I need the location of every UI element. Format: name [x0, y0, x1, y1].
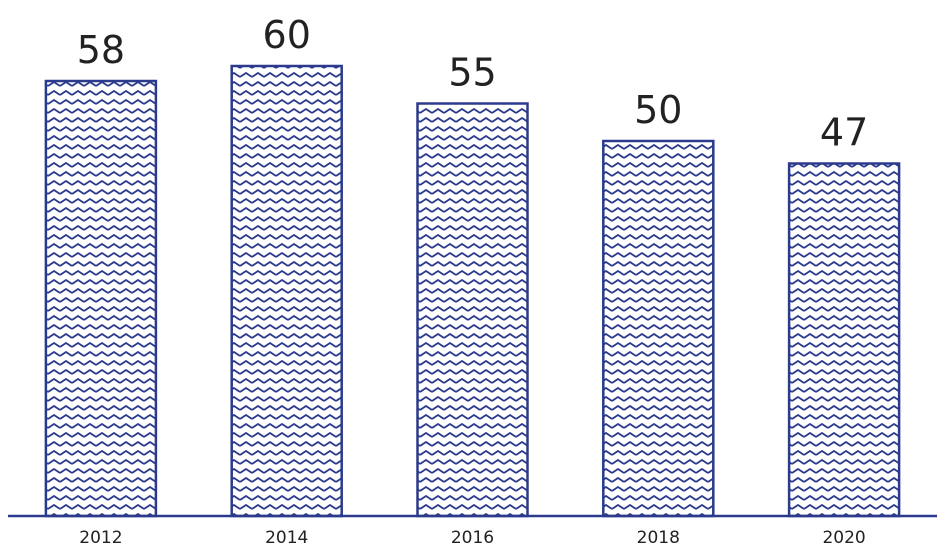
bar-2014 — [230, 64, 343, 518]
value-label-2012: 58 — [77, 28, 125, 72]
x-tick-label-2018: 2018 — [637, 528, 680, 547]
x-tick-label-2020: 2020 — [822, 528, 865, 547]
x-tick-labels-layer: 2012 2014 2016 2018 2020 — [79, 528, 865, 547]
bar-2020 — [787, 162, 901, 518]
x-tick-label-2014: 2014 — [265, 528, 308, 547]
value-label-2018: 50 — [634, 88, 682, 132]
bar-2016 — [416, 102, 529, 518]
value-label-2020: 47 — [820, 111, 868, 155]
bars-layer — [44, 64, 901, 518]
x-tick-label-2016: 2016 — [451, 528, 494, 547]
bar-2018 — [602, 139, 715, 518]
x-tick-label-2012: 2012 — [79, 528, 122, 547]
bar-2012 — [44, 79, 158, 518]
value-label-2016: 55 — [448, 51, 496, 95]
value-label-2014: 60 — [263, 13, 311, 57]
value-labels-layer: 58 60 55 50 47 — [77, 13, 869, 155]
